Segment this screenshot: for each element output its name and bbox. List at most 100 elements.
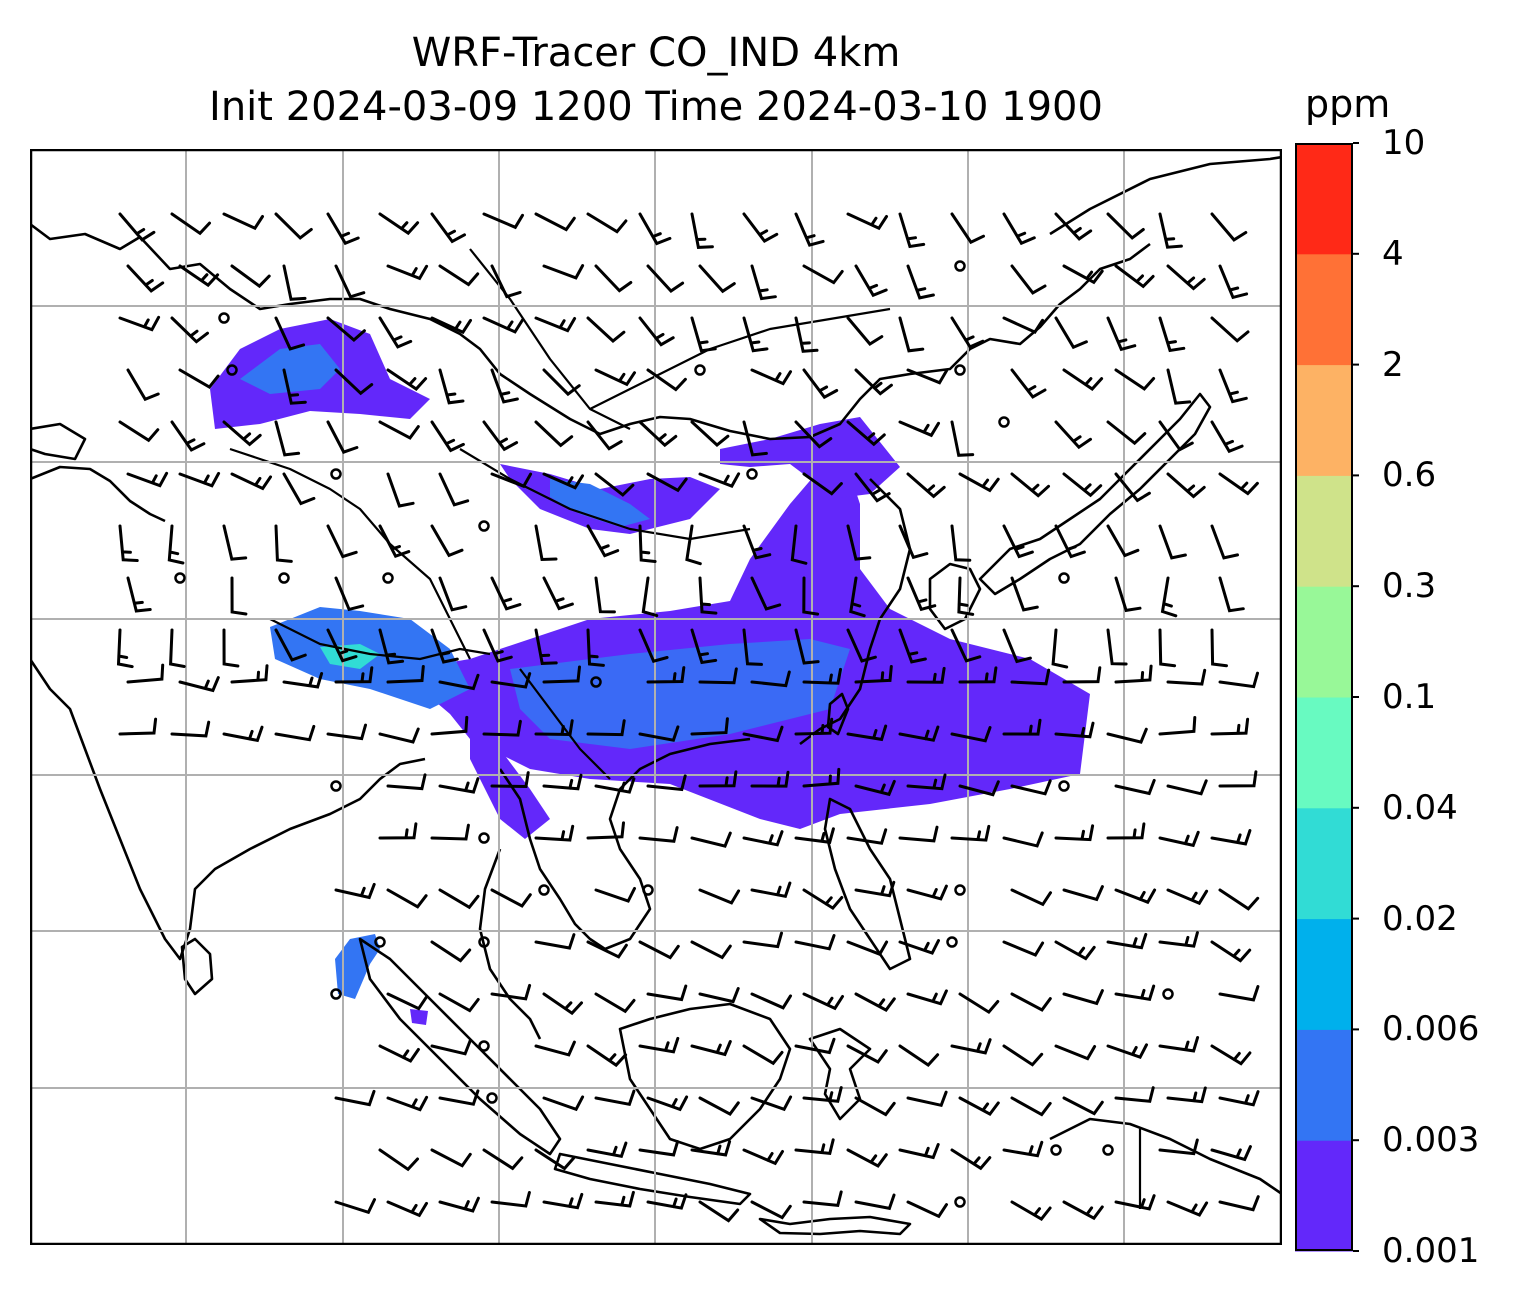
wind-barb [690,717,729,736]
wind-barb [126,471,169,488]
wind-barb [690,940,732,960]
wind-barb [170,316,209,344]
colorbar-tick-label: 10 [1382,123,1426,163]
wind-barb [1002,718,1042,736]
wind-barb [750,1095,793,1112]
wind-barb [698,667,738,685]
wind-barb-calm [374,936,386,948]
wind-barb-calm [954,1196,966,1208]
wind-barb [1106,420,1147,446]
wind-barb [542,472,584,490]
wind-barb [898,524,929,560]
wind-barb [1002,940,1045,957]
colorbar-tick-label: 2 [1382,344,1404,385]
wind-barb [802,576,820,616]
wind-barb [386,472,415,508]
wind-barb [430,420,465,453]
wind-barb [1010,992,1052,1012]
wind-barb [742,725,784,743]
wind-barb [490,368,519,404]
wind-barb [430,628,459,664]
wind-barb [698,987,740,1004]
wind-barb [698,888,741,905]
colorbar-band [1295,697,1353,809]
wind-barb [950,1148,992,1171]
wind-barb [638,1140,680,1157]
wind-barb [438,992,480,1013]
colorbar-tick-label: 0.02 [1382,898,1458,939]
wind-barb [542,992,583,1016]
wind-barb [586,940,628,959]
wind-barb [1158,931,1199,948]
java [553,1152,752,1206]
wind-barb [230,664,269,684]
wind-barb [430,524,464,558]
wind-barb [274,628,307,662]
wind-barb [1218,888,1260,911]
wind-barb [698,770,738,788]
wind-barb [274,316,306,351]
wind-barb [794,717,834,736]
wind-barb [1010,1200,1052,1221]
wind-barb [586,316,626,343]
wind-barb [1010,888,1052,907]
wind-barb [742,931,783,949]
wind-barb [378,822,418,840]
wind-barb [378,1044,420,1063]
wind-barb [222,420,262,447]
wind-barb [1106,932,1148,950]
wind-barb [1158,1138,1199,1156]
wind-barb [586,524,620,558]
wind-barb [490,888,532,908]
wind-barb [794,628,820,665]
wind-barb [1218,770,1258,788]
wind-barb-calm [330,988,342,1000]
wind-barb-calm [226,364,238,376]
wind-barb [698,1096,740,1117]
wind-barb [638,1036,680,1054]
wind-barb [1002,1044,1044,1067]
wind-barb [958,666,998,684]
wind-barb [430,823,470,841]
colorbar-unit-label: ppm [1305,82,1391,126]
wind-barb [542,1192,584,1210]
wind-barb [1106,212,1145,240]
wind-barb [802,1190,843,1208]
wind-barb [646,368,687,392]
wind-barb [742,830,784,847]
wind-barb [222,212,264,231]
wind-barb [1051,628,1069,669]
wind-barb [126,368,160,402]
wind-barb [1054,316,1088,350]
wind-barb [1010,779,1052,796]
wind-barb [534,824,575,842]
wind-barb [950,316,985,349]
wind-barb [1166,1200,1209,1217]
wind-barb [1210,940,1252,963]
wind-barb [958,1096,1000,1117]
wind-barb [906,989,948,1006]
border-layer [229,248,1142,1209]
plot-title-line1: WRF-Tracer CO_IND 4km [411,30,901,76]
wind-barb-calm [174,572,186,584]
wind-barb-calm [1058,780,1070,792]
wind-barb [334,264,366,299]
wind-barb [594,887,636,903]
caspian [30,422,87,461]
wind-barb [1218,368,1248,404]
wind-barb [1106,727,1148,744]
wind-barb [438,888,480,910]
wind-barb [898,725,940,742]
wind-barb [430,940,472,963]
wind-barb [326,628,358,663]
wind-barb [638,420,678,448]
wind-barb [802,264,844,285]
wind-barb [1002,212,1036,246]
wind-barb [802,767,841,788]
wind-barb [169,628,186,668]
wind-barb [1062,1096,1104,1116]
wind-barb [906,773,947,791]
wind-barb [1106,822,1146,840]
wind-barb [222,725,264,743]
wind-barb [698,264,736,294]
